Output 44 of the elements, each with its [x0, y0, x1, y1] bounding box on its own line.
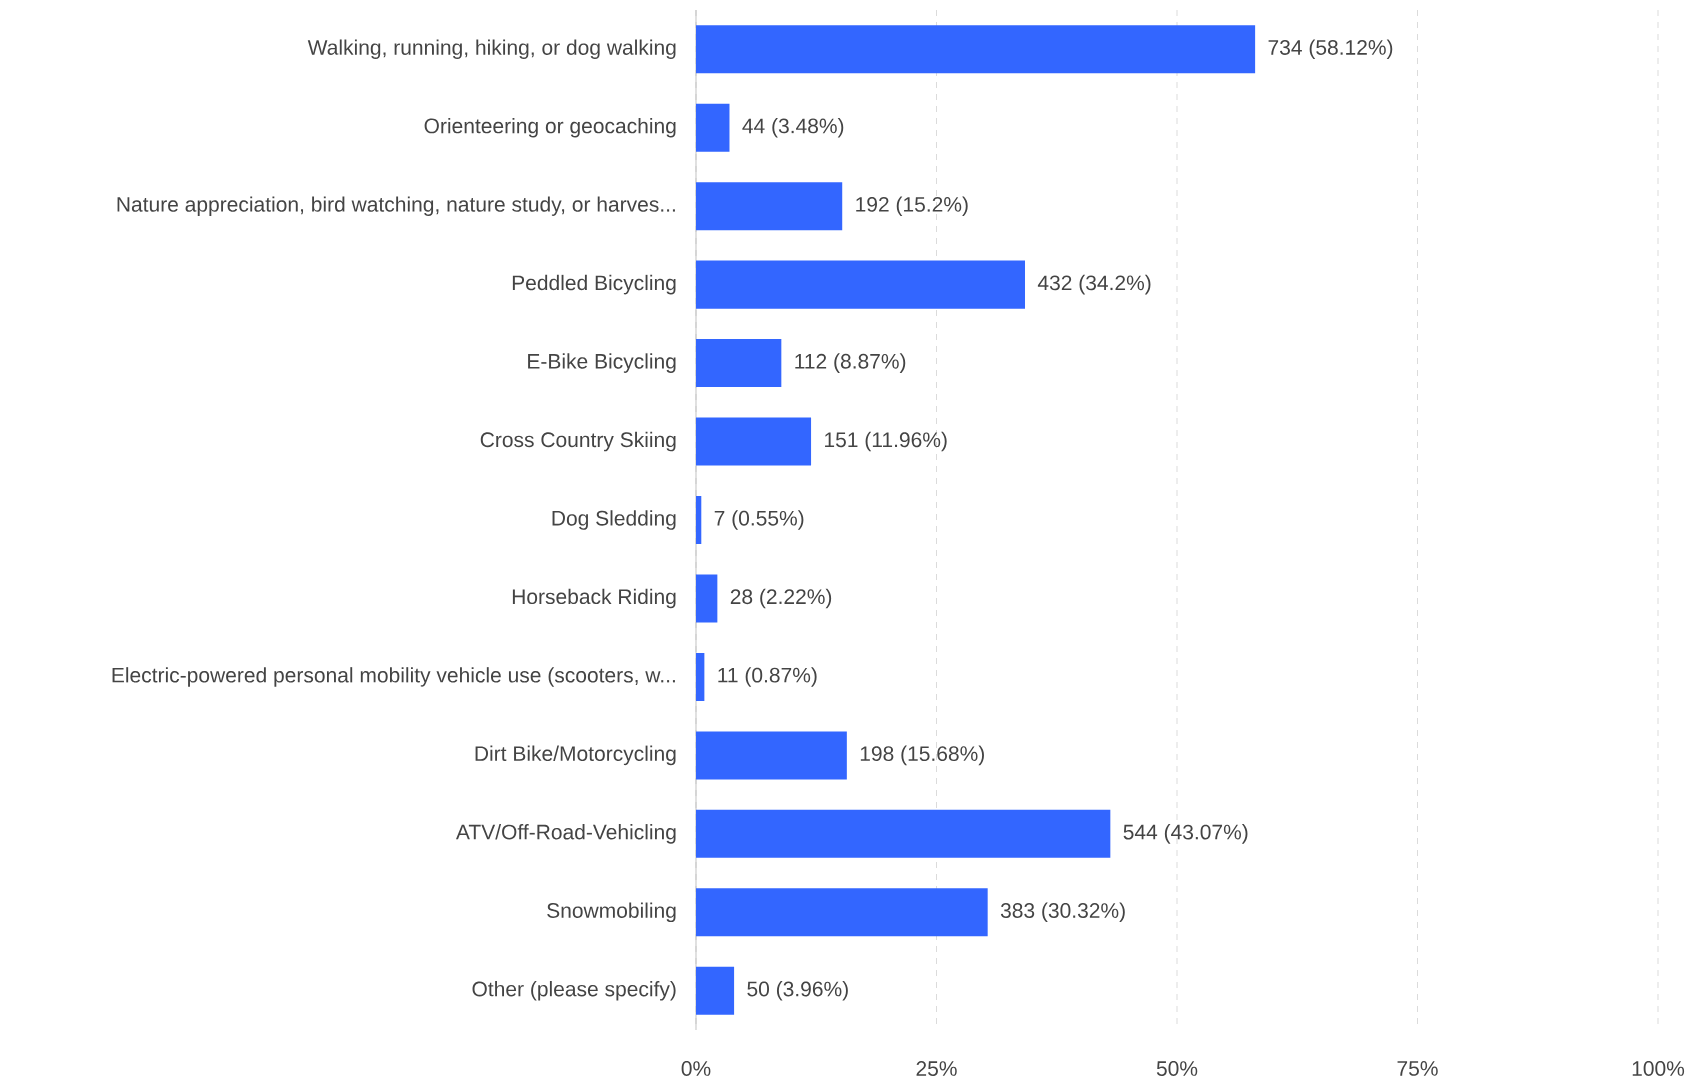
y-tick-label: Peddled Bicycling: [512, 274, 676, 295]
bar: [696, 652, 705, 701]
y-tick-label: Horseback Riding: [512, 588, 676, 609]
y-tick-label: Snowmobiling: [547, 902, 676, 923]
y-tick-label: Other (please specify): [472, 981, 676, 1001]
data-label: 44 (3.48%): [742, 117, 844, 138]
y-tick-label: Nature appreciation, bird watching, nature study, or harves...: [117, 196, 675, 216]
bar: [696, 103, 730, 152]
y-tick-label: Orienteering or geocaching: [424, 117, 676, 138]
bar: [696, 260, 1026, 309]
bar: [696, 417, 812, 466]
data-label: 192 (15.2%): [856, 196, 968, 216]
y-tick-label: Cross Country Skiing: [480, 431, 676, 452]
data-label: 544 (43.07%): [1123, 824, 1248, 844]
x-tick-label: 25%: [916, 1061, 957, 1076]
data-label: 28 (2.22%): [730, 588, 832, 609]
bar: [696, 574, 718, 623]
y-tick-label: Walking, running, hiking, or dog walking: [307, 39, 676, 60]
data-label: 383 (30.32%): [1000, 902, 1125, 923]
bar: [696, 339, 782, 388]
y-tick-label: E-Bike Bicycling: [528, 353, 676, 373]
data-label: 198 (15.68%): [860, 745, 984, 766]
y-tick-label: ATV/Off-Road-Vehicling: [455, 824, 676, 844]
data-label: 112 (8.87%): [795, 353, 906, 373]
bar: [696, 25, 1256, 74]
data-label: 734 (58.12%): [1268, 39, 1393, 60]
bar: [696, 809, 1111, 858]
bar: [696, 966, 735, 1015]
bar: [696, 496, 702, 545]
y-tick-label: Dog Sledding: [552, 510, 676, 530]
y-tick-label: Electric-powered personal mobility vehicle use (scooters, w...: [112, 667, 675, 687]
x-tick-label: 50%: [1156, 1061, 1198, 1076]
x-tick-label: 100%: [1632, 1061, 1685, 1076]
data-label: 11 (0.87%): [718, 667, 817, 687]
data-label: 151 (11.96%): [825, 431, 947, 452]
data-label: 7 (0.55%): [714, 510, 804, 530]
data-label: 50 (3.96%): [747, 981, 848, 1001]
bar: [696, 888, 988, 937]
x-tick-label: 75%: [1397, 1061, 1438, 1076]
bar: [696, 182, 843, 231]
x-tick-label: 0%: [681, 1061, 711, 1076]
data-label: 432 (34.2%): [1037, 274, 1151, 295]
y-tick-label: Dirt Bike/Motorcycling: [475, 745, 676, 766]
bar: [696, 731, 847, 780]
